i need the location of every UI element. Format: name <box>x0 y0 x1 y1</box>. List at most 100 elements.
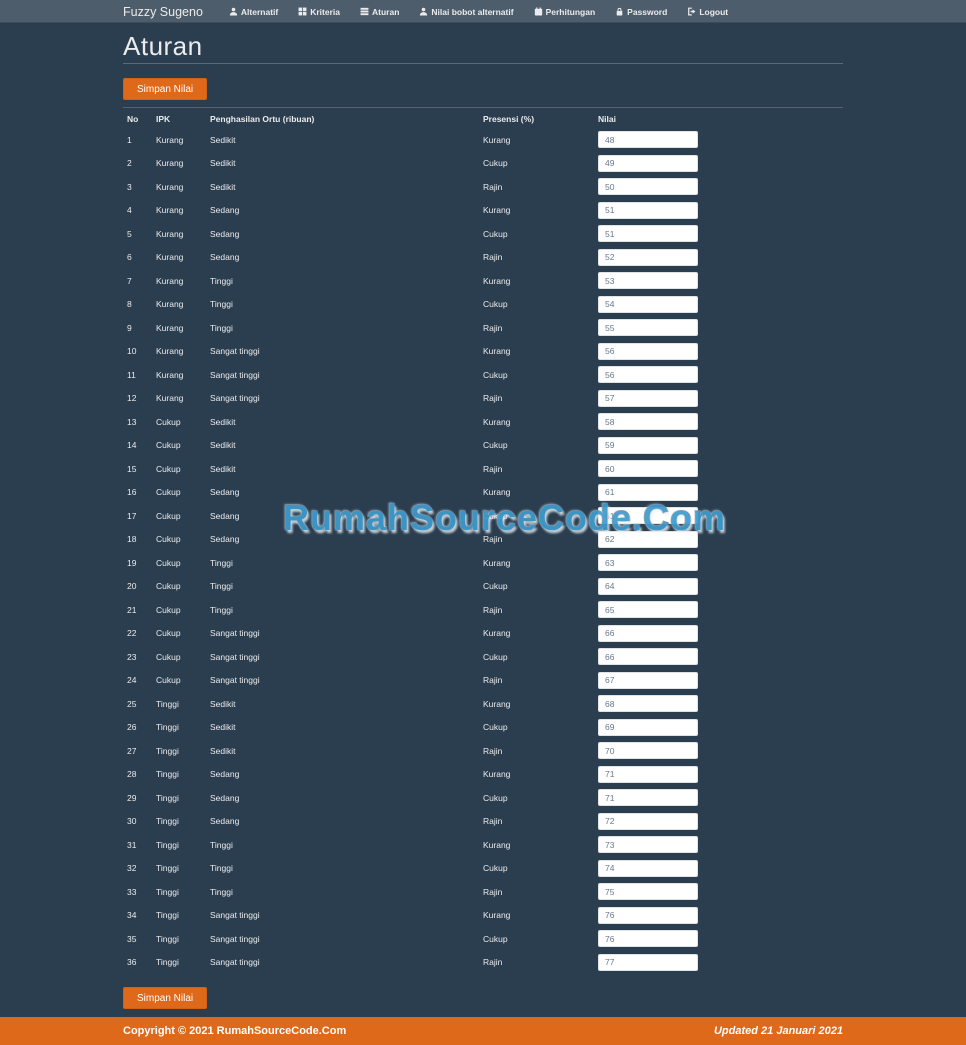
row-no: 4 <box>127 205 132 216</box>
table-row: 23 Cukup Sangat tinggi Cukup <box>123 645 843 669</box>
row-nilai-cell <box>594 175 843 199</box>
row-penghasilan: Tinggi <box>210 299 233 310</box>
row-no: 32 <box>127 863 137 874</box>
nav-item-kriteria[interactable]: Kriteria <box>288 0 350 23</box>
nilai-input[interactable] <box>598 953 698 971</box>
nilai-input[interactable] <box>598 883 698 901</box>
nilai-input[interactable] <box>598 225 698 243</box>
nilai-input[interactable] <box>598 930 698 948</box>
row-no: 19 <box>127 557 137 568</box>
nilai-input[interactable] <box>598 671 698 689</box>
nilai-input[interactable] <box>598 624 698 642</box>
row-presensi: Cukup <box>483 792 508 803</box>
nilai-input[interactable] <box>598 319 698 337</box>
nilai-input[interactable] <box>598 436 698 454</box>
navbar: Fuzzy Sugeno Alternatif Kriteria Aturan … <box>0 0 966 23</box>
row-no: 31 <box>127 839 137 850</box>
nilai-input[interactable] <box>598 554 698 572</box>
header-nilai: Nilai <box>598 114 616 124</box>
row-nilai-cell <box>594 504 843 528</box>
nilai-input[interactable] <box>598 601 698 619</box>
lock-icon <box>616 7 623 16</box>
row-ipk: Tinggi <box>156 886 179 897</box>
row-ipk: Tinggi <box>156 863 179 874</box>
row-no: 8 <box>127 299 132 310</box>
nilai-input[interactable] <box>598 648 698 666</box>
nilai-input[interactable] <box>598 530 698 548</box>
table-row: 18 Cukup Sedang Rajin <box>123 528 843 552</box>
nilai-input[interactable] <box>598 789 698 807</box>
nilai-input[interactable] <box>598 742 698 760</box>
row-penghasilan: Tinggi <box>210 863 233 874</box>
row-ipk: Cukup <box>156 534 181 545</box>
nilai-input[interactable] <box>598 413 698 431</box>
row-presensi: Cukup <box>483 581 508 592</box>
table-row: 26 Tinggi Sedikit Cukup <box>123 716 843 740</box>
table-row: 15 Cukup Sedikit Rajin <box>123 457 843 481</box>
row-nilai-cell <box>594 880 843 904</box>
nav-item-password[interactable]: Password <box>605 0 677 23</box>
row-no: 2 <box>127 158 132 169</box>
brand-link[interactable]: Fuzzy Sugeno <box>123 4 203 19</box>
nav-item-perhitungan[interactable]: Perhitungan <box>524 0 606 23</box>
nilai-input[interactable] <box>598 178 698 196</box>
row-ipk: Kurang <box>156 275 184 286</box>
title-divider <box>123 63 843 64</box>
nilai-input[interactable] <box>598 201 698 219</box>
row-penghasilan: Sangat tinggi <box>210 346 260 357</box>
row-penghasilan: Sangat tinggi <box>210 933 260 944</box>
nilai-input[interactable] <box>598 507 698 525</box>
nilai-input[interactable] <box>598 718 698 736</box>
nav-item-aturan[interactable]: Aturan <box>350 0 409 23</box>
row-penghasilan: Sedang <box>210 510 240 521</box>
nilai-input[interactable] <box>598 131 698 149</box>
row-ipk: Kurang <box>156 252 184 263</box>
row-no: 10 <box>127 346 137 357</box>
nilai-input[interactable] <box>598 248 698 266</box>
row-presensi: Kurang <box>483 769 511 780</box>
row-presensi: Cukup <box>483 369 508 380</box>
row-nilai-cell <box>594 246 843 270</box>
nilai-input[interactable] <box>598 906 698 924</box>
row-ipk: Cukup <box>156 463 181 474</box>
nilai-input[interactable] <box>598 765 698 783</box>
nilai-input[interactable] <box>598 483 698 501</box>
row-nilai-cell <box>594 904 843 928</box>
row-ipk: Tinggi <box>156 957 179 968</box>
row-ipk: Cukup <box>156 557 181 568</box>
row-presensi: Rajin <box>483 252 503 263</box>
nilai-input[interactable] <box>598 389 698 407</box>
nilai-input[interactable] <box>598 812 698 830</box>
nilai-input[interactable] <box>598 836 698 854</box>
footer-updated: Updated 21 Januari 2021 <box>713 1025 843 1037</box>
nilai-input[interactable] <box>598 272 698 290</box>
row-penghasilan: Sedang <box>210 816 240 827</box>
row-ipk: Cukup <box>156 675 181 686</box>
save-button-top[interactable]: Simpan Nilai <box>123 78 208 100</box>
nilai-input[interactable] <box>598 577 698 595</box>
nilai-input[interactable] <box>598 342 698 360</box>
save-button-bottom[interactable]: Simpan Nilai <box>123 987 208 1009</box>
nilai-input[interactable] <box>598 695 698 713</box>
nilai-input[interactable] <box>598 366 698 384</box>
nav-item-alternatif[interactable]: Alternatif <box>219 0 288 23</box>
row-ipk: Cukup <box>156 604 181 615</box>
nilai-input[interactable] <box>598 154 698 172</box>
row-presensi: Kurang <box>483 839 511 850</box>
row-ipk: Kurang <box>156 228 184 239</box>
row-ipk: Kurang <box>156 158 184 169</box>
row-penghasilan: Sangat tinggi <box>210 675 260 686</box>
nav-item-nilai-bobot-alternatif[interactable]: Nilai bobot alternatif <box>409 0 523 23</box>
nav-item-logout[interactable]: Logout <box>677 0 738 23</box>
grid-icon <box>298 7 307 16</box>
nilai-input[interactable] <box>598 460 698 478</box>
row-penghasilan: Tinggi <box>210 275 233 286</box>
nilai-input[interactable] <box>598 859 698 877</box>
nilai-input[interactable] <box>598 295 698 313</box>
row-penghasilan: Sedikit <box>210 416 236 427</box>
row-no: 18 <box>127 534 137 545</box>
row-presensi: Cukup <box>483 651 508 662</box>
row-ipk: Kurang <box>156 346 184 357</box>
row-presensi: Rajin <box>483 745 503 756</box>
